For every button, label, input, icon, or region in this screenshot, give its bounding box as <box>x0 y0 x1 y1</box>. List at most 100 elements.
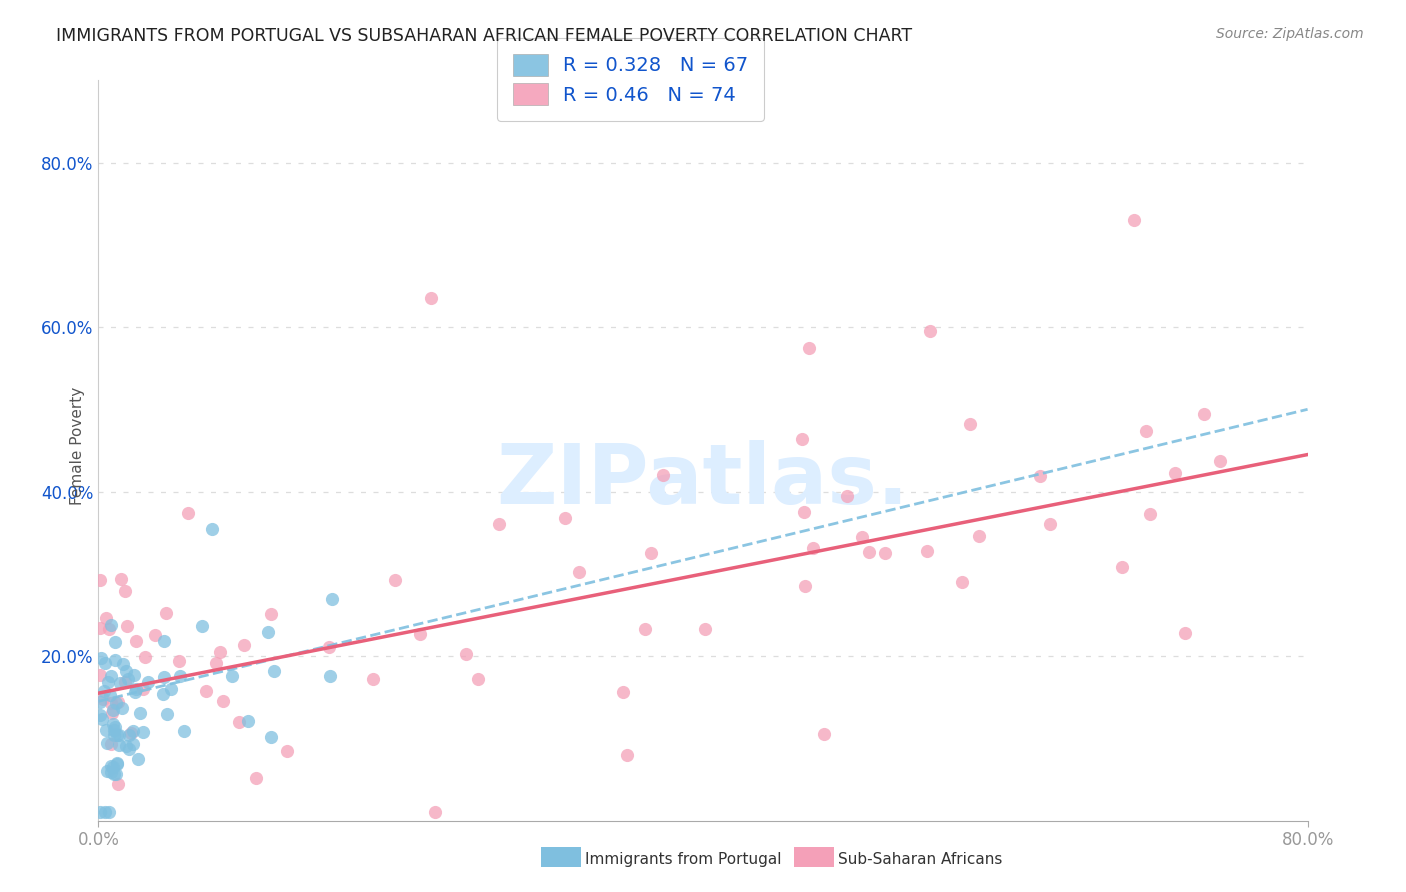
Point <box>790 432 813 446</box>
Point <box>104 635 127 649</box>
Point <box>89 708 111 723</box>
Point <box>1039 517 1062 532</box>
Point <box>107 728 129 742</box>
Point <box>205 656 228 670</box>
Point <box>194 684 217 698</box>
Point <box>1122 213 1144 227</box>
Point <box>132 724 155 739</box>
Point <box>103 728 125 742</box>
Point <box>967 529 990 543</box>
Point <box>104 696 127 710</box>
Text: ZIPatlas.: ZIPatlas. <box>496 440 910 521</box>
Point <box>156 706 179 721</box>
Point <box>875 546 897 560</box>
Point <box>221 668 243 682</box>
Point <box>107 695 129 709</box>
Point <box>568 565 591 579</box>
Text: IMMIGRANTS FROM PORTUGAL VS SUBSAHARAN AFRICAN FEMALE POVERTY CORRELATION CHART: IMMIGRANTS FROM PORTUGAL VS SUBSAHARAN A… <box>56 27 912 45</box>
Point <box>117 728 139 742</box>
Point <box>97 805 120 820</box>
Point <box>793 579 815 593</box>
Point <box>89 668 111 682</box>
Point <box>89 621 111 635</box>
Point <box>1192 408 1215 422</box>
Point <box>160 681 183 696</box>
Point <box>797 341 820 355</box>
Point <box>100 669 122 683</box>
Point <box>114 674 136 689</box>
Point <box>837 489 859 503</box>
Point <box>122 737 145 751</box>
Point <box>98 622 121 636</box>
Point <box>100 696 122 710</box>
Point <box>319 669 342 683</box>
Point <box>612 685 634 699</box>
Point <box>89 695 111 709</box>
Point <box>191 618 214 632</box>
Point <box>321 592 343 607</box>
Point <box>90 651 112 665</box>
Point <box>114 583 136 598</box>
Point <box>112 657 135 671</box>
Point <box>96 764 118 779</box>
Point <box>257 624 280 639</box>
Point <box>115 619 138 633</box>
Point <box>125 681 148 696</box>
Point <box>93 684 115 698</box>
Point <box>114 739 136 753</box>
Point <box>91 712 114 726</box>
Point <box>89 805 111 819</box>
Point <box>169 669 191 683</box>
Point <box>143 627 166 641</box>
Point <box>101 706 124 720</box>
Point <box>128 706 150 721</box>
Point <box>101 717 124 731</box>
Legend: R = 0.328   N = 67, R = 0.46   N = 74: R = 0.328 N = 67, R = 0.46 N = 74 <box>498 38 763 121</box>
Point <box>813 727 835 741</box>
Point <box>917 544 939 558</box>
Point <box>1164 466 1187 480</box>
Point <box>950 575 973 590</box>
Point <box>318 640 340 655</box>
Point <box>114 665 136 679</box>
Point <box>228 714 250 729</box>
Point <box>124 668 146 682</box>
Point <box>153 671 176 685</box>
Point <box>120 726 142 740</box>
Point <box>105 727 128 741</box>
Point <box>100 618 122 632</box>
Point <box>91 692 114 706</box>
Point <box>245 771 267 785</box>
Point <box>155 606 177 620</box>
Point <box>959 417 981 432</box>
Point <box>103 703 125 717</box>
Point <box>456 647 478 661</box>
Point <box>100 738 122 752</box>
Point <box>105 767 128 781</box>
Point <box>124 685 146 699</box>
Point <box>152 634 174 648</box>
Point <box>134 650 156 665</box>
Point <box>640 546 662 560</box>
Point <box>167 655 190 669</box>
Point <box>423 805 446 820</box>
Point <box>918 324 941 338</box>
Point <box>89 574 111 588</box>
Point <box>212 694 235 708</box>
Point <box>1209 454 1232 468</box>
Point <box>858 544 880 558</box>
Point <box>260 731 283 745</box>
Point <box>361 672 384 686</box>
Point <box>97 675 120 690</box>
Point <box>103 723 125 737</box>
Point <box>233 638 256 652</box>
Point <box>122 723 145 738</box>
Point <box>263 664 285 678</box>
Point <box>105 756 128 770</box>
Point <box>176 507 198 521</box>
Point <box>1174 626 1197 640</box>
Point <box>1139 507 1161 521</box>
Point <box>409 627 432 641</box>
Point <box>110 572 132 586</box>
Point <box>104 721 127 735</box>
